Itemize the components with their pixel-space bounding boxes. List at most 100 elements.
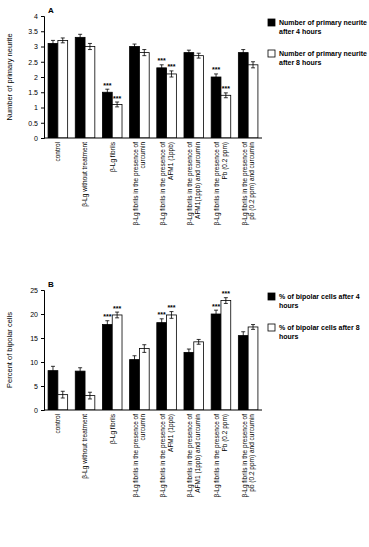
- y-tick-label: 25: [30, 287, 38, 294]
- bar: [75, 371, 85, 410]
- y-tick: 20: [30, 311, 44, 318]
- x-tick: β-Lg fibrils in the presence ofcurcumin: [132, 142, 147, 226]
- error-bar: [142, 345, 146, 353]
- error-bar: [115, 102, 119, 107]
- y-tick-label: 4: [34, 13, 38, 20]
- label-line: Number of primary neurite: [279, 50, 367, 58]
- bar: [211, 314, 221, 410]
- x-tick-label: β-Lg fibrils in the presence ofAFM1 (1pp…: [186, 414, 202, 498]
- label-line: pb (0.2 ppm) and curcumin: [248, 142, 256, 220]
- y-tick: 1: [34, 104, 44, 111]
- error-bar-cap: [61, 391, 65, 392]
- error-bar-stem: [161, 65, 162, 71]
- error-bar-cap: [133, 355, 137, 356]
- error-bar-cap: [133, 48, 137, 49]
- y-tick: 0: [34, 135, 44, 142]
- y-tick-label: 15: [30, 335, 38, 342]
- error-bar: [214, 74, 218, 80]
- error-bar-stem: [107, 89, 108, 95]
- plot-area: [48, 34, 258, 138]
- error-bar: [160, 319, 164, 327]
- error-bar-stem: [134, 44, 135, 49]
- bar: [211, 77, 221, 138]
- legend-swatch: [268, 50, 275, 57]
- error-bar: [78, 368, 82, 375]
- error-bar: [142, 50, 146, 56]
- label-line: control: [54, 141, 61, 161]
- y-tick: 25: [30, 287, 44, 294]
- error-bar-cap: [187, 349, 191, 350]
- error-bar-cap: [251, 324, 255, 325]
- y-tick-mark: [41, 410, 44, 411]
- error-bar-stem: [52, 40, 53, 46]
- error-bar-stem: [134, 356, 135, 364]
- error-bar-cap: [105, 95, 109, 96]
- x-tick: control: [54, 141, 61, 161]
- x-tick: β-Lg fibrils in the presence ofpb (0.2 p…: [241, 414, 257, 498]
- error-bar: [169, 71, 173, 77]
- error-bar-cap: [88, 43, 92, 44]
- error-bar-cap: [51, 46, 55, 47]
- bar: [157, 68, 167, 138]
- error-bar-cap: [160, 326, 164, 327]
- legend-label: Number of primary neuriteafter 4 hours: [279, 19, 367, 35]
- x-tick-label: β-Lg without treatment: [81, 142, 89, 207]
- error-bar-stem: [225, 298, 226, 304]
- y-tick-label: 0: [34, 135, 38, 142]
- y-tick-mark: [41, 314, 44, 315]
- bar: [112, 104, 122, 138]
- error-bar: [115, 312, 119, 318]
- y-axis-line: [41, 17, 45, 139]
- error-bar-cap: [214, 73, 218, 74]
- plot-area: [48, 298, 258, 410]
- error-bar-stem: [144, 50, 145, 56]
- error-bar-stem: [198, 339, 199, 344]
- panel-title: A: [48, 6, 54, 15]
- error-bar-cap: [197, 339, 201, 340]
- error-bar-stem: [216, 310, 217, 318]
- error-bar: [105, 89, 109, 95]
- error-bar-stem: [243, 50, 244, 56]
- error-bar-cap: [224, 303, 228, 304]
- error-bar-stem: [80, 34, 81, 40]
- bar: [75, 37, 85, 138]
- x-tick-label: β-Lg fibrils in the presence ofPb (0.2 p…: [213, 414, 229, 498]
- error-bar-cap: [197, 344, 201, 345]
- legend-entry: % of bipolar cells after 4hours: [268, 293, 360, 309]
- x-axis-line: [44, 410, 262, 411]
- error-bar-cap: [197, 58, 201, 59]
- label-line: AFM1 (1ppb): [167, 142, 175, 180]
- error-bar-cap: [214, 310, 218, 311]
- error-bar: [197, 53, 201, 58]
- y-tick-mark: [41, 62, 44, 63]
- y-tick-label: 0.5: [28, 119, 38, 126]
- error-bar-stem: [253, 325, 254, 330]
- error-bar-cap: [61, 398, 65, 399]
- error-bar-cap: [169, 318, 173, 319]
- bar: [157, 323, 167, 410]
- error-bar-cap: [224, 97, 228, 98]
- error-bar-cap: [197, 53, 201, 54]
- label-line: β-Lg fibrils: [109, 413, 117, 444]
- significance-label: ***: [167, 304, 175, 311]
- y-tick-label: 3: [34, 43, 38, 50]
- x-tick-label: β-Lg fibrils in the presence ofcurcumin: [132, 414, 147, 498]
- error-bar-stem: [62, 38, 63, 43]
- error-bar-cap: [251, 67, 255, 68]
- x-tick-label: β-Lg fibrils: [109, 141, 117, 172]
- bar: [139, 349, 149, 410]
- bar: [167, 315, 177, 410]
- x-tick-label: β-Lg fibrils in the presence ofPb (0.2 p…: [213, 142, 229, 226]
- error-bar-cap: [241, 331, 245, 332]
- error-bar-cap: [160, 318, 164, 319]
- chart-panel: ******************0510152025controlβ-Lg …: [5, 280, 360, 498]
- label-line: pb (0.2 ppm) and curcumin: [248, 414, 256, 492]
- x-tick: β-Lg fibrils: [109, 413, 117, 444]
- legend-swatch: [268, 19, 275, 26]
- significance-label: ***: [158, 311, 166, 318]
- y-tick: 0.5: [28, 119, 44, 126]
- error-bar: [133, 44, 137, 49]
- y-tick-label: 0: [34, 407, 38, 414]
- error-bar-cap: [88, 49, 92, 50]
- y-tick-mark: [41, 16, 44, 17]
